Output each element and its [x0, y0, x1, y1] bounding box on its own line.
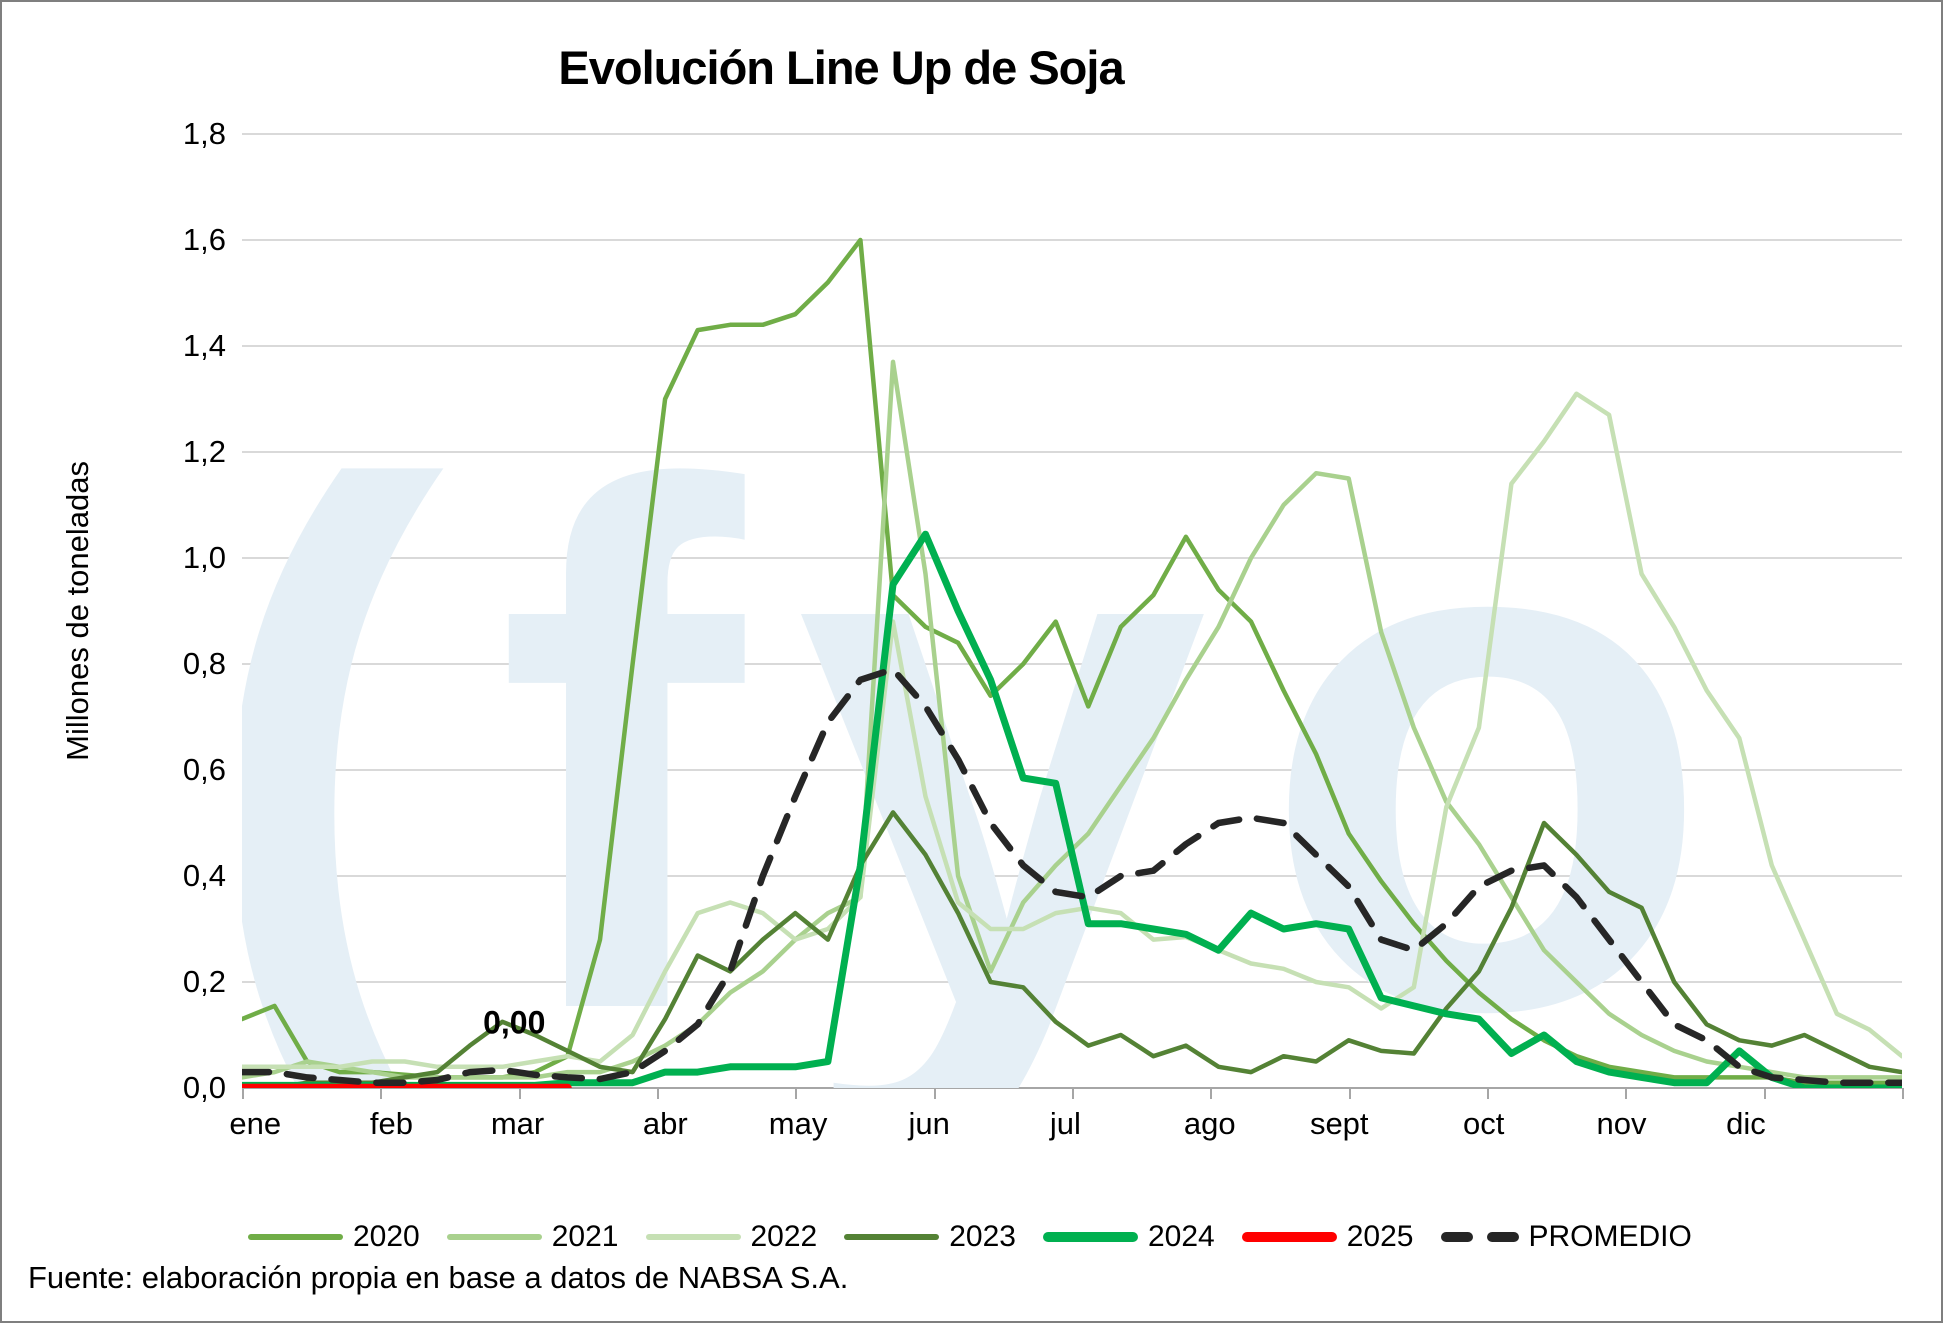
series-line-2023: [242, 810, 1902, 1088]
legend-swatch: [1241, 1232, 1337, 1242]
gridline: [242, 981, 1902, 983]
y-tick-label: 0,0: [182, 1070, 226, 1105]
x-tick-mark: [933, 1088, 936, 1099]
legend-item-2021: 2021: [446, 1220, 619, 1254]
y-tick-label: 1,6: [182, 222, 226, 257]
x-tick-mark: [1348, 1088, 1351, 1099]
data-label-2025: 0,00: [483, 1004, 546, 1041]
x-tick-mark: [1072, 1088, 1074, 1099]
gridline: [242, 239, 1902, 241]
x-tick-mark: [1625, 1088, 1628, 1099]
legend-dash: [1486, 1232, 1519, 1242]
x-tick-mark: [1487, 1088, 1489, 1099]
y-tick-label: 0,6: [182, 752, 226, 787]
legend-item-PROMEDIO: PROMEDIO: [1440, 1220, 1692, 1254]
legend-swatch: [645, 1234, 741, 1240]
legend-item-2025: 2025: [1241, 1220, 1414, 1254]
x-tick-label-abr: abr: [642, 1106, 688, 1141]
x-tick-mark: [242, 1088, 244, 1099]
x-tick-label-sept: sept: [1309, 1106, 1369, 1141]
y-axis-tick-labels: 0,0 0,2 0,4 0,6 0,8 1,0 1,2 1,4 1,6 1,8: [122, 116, 226, 1105]
legend-item-2020: 2020: [248, 1220, 420, 1254]
series-line-PROMEDIO: [242, 666, 1902, 1086]
x-tick-mark: [518, 1088, 521, 1099]
legend-label: 2023: [949, 1220, 1016, 1253]
x-tick-label-nov: nov: [1596, 1106, 1647, 1141]
legend: 2020 2021 2022 2023 2024 2025 PROMEDIO: [248, 1220, 1898, 1254]
y-tick-label: 0,2: [182, 964, 226, 999]
gridline: [242, 133, 1902, 135]
y-axis-title: Millones de toneladas: [60, 461, 95, 761]
legend-label: 2024: [1148, 1220, 1215, 1253]
legend-label: PROMEDIO: [1528, 1220, 1692, 1253]
gridline: [242, 345, 1902, 347]
source-note: Fuente: elaboración propia en base a dat…: [28, 1260, 849, 1295]
x-tick-label-mar: mar: [490, 1106, 545, 1141]
y-tick-label: 1,8: [182, 116, 226, 151]
x-tick-mark: [795, 1088, 798, 1099]
legend-dash: [1440, 1232, 1473, 1242]
legend-swatch-dashed: [1440, 1232, 1519, 1242]
x-tick-mark: [1210, 1088, 1213, 1099]
x-tick-label-ene: ene: [229, 1106, 282, 1141]
chart-title: Evolución Line Up de Soja: [558, 41, 1124, 94]
x-tick-mark: [380, 1088, 383, 1099]
legend-swatch: [248, 1234, 343, 1240]
legend-label: 2022: [750, 1220, 818, 1253]
legend-label: 2020: [353, 1220, 420, 1253]
gridline: [242, 769, 1902, 771]
x-axis-tick-labels: ene feb mar abr may jun jul ago sept oct nov dic: [229, 1106, 1902, 1150]
legend-label: 2025: [1346, 1220, 1414, 1253]
y-tick-label: 1,4: [182, 328, 226, 363]
x-tick-label-jun: jun: [908, 1106, 950, 1141]
series-line-2022: [242, 391, 1902, 1070]
series-canvas: (fyo: [242, 237, 1902, 1088]
x-tick-label-jul: jul: [1049, 1106, 1081, 1141]
y-tick-label: 0,8: [182, 646, 226, 681]
x-tick-mark: [657, 1088, 659, 1099]
legend-item-2023: 2023: [844, 1220, 1016, 1254]
x-tick-mark: [1763, 1088, 1766, 1099]
gridline: [242, 451, 1902, 453]
watermark-fyo-logo: (fyo: [242, 335, 1765, 1088]
x-tick-mark: [1902, 1088, 1904, 1099]
x-tick-label-oct: oct: [1462, 1106, 1505, 1141]
gridline: [242, 875, 1902, 877]
legend-swatch: [844, 1234, 940, 1240]
plot-area: (fyo 0,00: [242, 133, 1902, 1089]
x-tick-label-dic: dic: [1726, 1106, 1766, 1141]
y-tick-label: 1,0: [182, 540, 226, 575]
x-tick-label-ago: ago: [1183, 1106, 1236, 1141]
legend-label: 2021: [551, 1220, 619, 1253]
gridline: [242, 557, 1902, 559]
legend-swatch: [1043, 1232, 1138, 1242]
legend-item-2024: 2024: [1043, 1220, 1215, 1254]
legend-item-2022: 2022: [645, 1220, 818, 1254]
y-tick-label: 1,2: [182, 434, 226, 469]
x-tick-label-feb: feb: [369, 1106, 413, 1141]
x-axis-ticks: [242, 1088, 1904, 1100]
y-tick-label: 0,4: [182, 858, 226, 893]
x-tick-label-may: may: [768, 1106, 828, 1141]
legend-swatch: [446, 1234, 542, 1240]
